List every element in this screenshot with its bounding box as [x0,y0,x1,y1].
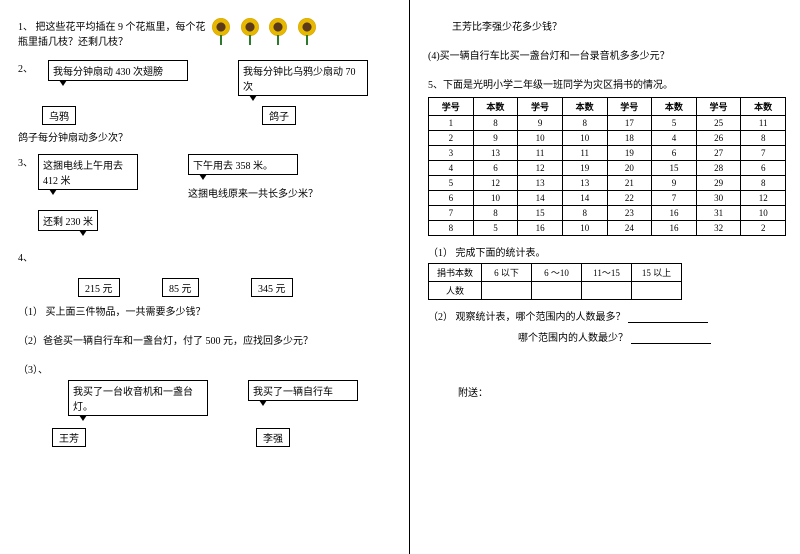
sub2-row-b: 哪个范围内的人数最少？ [518,329,786,344]
q5: 5、下面是光明小学二年级一班同学为灾区捐书的情况。 [428,76,786,91]
data-table: 学号本数学号本数学号本数学号本数 18981752511291010184268… [428,97,786,236]
q3-question: 这捆电线原来一共长多少米？ [188,185,318,200]
table-header: 学号 [696,98,741,116]
table-row: 5121313219298 [429,176,786,191]
flower-icon [265,18,291,44]
liqiang-speech: 我买了一辆自行车 [248,380,358,401]
q4-label: 4、 [18,249,395,264]
table-row: 8516102416322 [429,221,786,236]
table-header: 本数 [473,98,518,116]
flower-icon [208,18,234,44]
q4-sub3: （3）、 [18,361,395,376]
sub2-row-a: （2） 观察统计表，哪个范围内的人数最多？ [428,308,786,323]
q1-text: 1、 把这些花平均插在 9 个花瓶里，每个花瓶里插几枝？还剩几枝？ [18,18,208,48]
blank-line [628,313,708,323]
pigeon-speech: 我每分钟比乌鸦少扇动 70 次 [238,60,368,96]
pigeon-box: 鸽子 [262,106,296,125]
left-column: 1、 把这些花平均插在 9 个花瓶里，每个花瓶里插几枝？还剩几枝？ 2、 我每分… [0,0,410,554]
footer: 附送： [458,384,786,399]
table-row: 3131111196277 [429,146,786,161]
sub2-b: 哪个范围内的人数最少？ [518,333,628,344]
price-3: 345 元 [251,278,293,297]
table-row: 291010184268 [429,131,786,146]
flower-icon [237,18,263,44]
flower-icon [294,18,320,44]
table-row: 7815823163110 [429,206,786,221]
liqiang-box: 李强 [256,428,290,447]
wangfang-speech: 我买了一台收音机和一盏台灯。 [68,380,208,416]
price-2: 85 元 [162,278,199,297]
table-row: 61014142273012 [429,191,786,206]
sub1-label: （1） 完成下面的统计表。 [428,244,786,259]
wangfang-box: 王芳 [52,428,86,447]
afternoon-speech: 下午用去 358 米。 [188,154,298,175]
stats-table: 捐书本数6 以下6 ～1011～1515 以上 人数 [428,263,682,300]
table-header: 本数 [741,98,786,116]
q4: 4、 215 元 85 元 345 元 （1） 买上面三件物品，一共需要多少钱？… [18,249,395,447]
flowers [208,18,320,44]
morning-speech: 这捆电线上午用去 412 米 [38,154,138,190]
table-row: 18981752511 [429,116,786,131]
table-header: 学号 [429,98,474,116]
q4-4: (4)买一辆自行车比买一盏台灯和一台录音机多多少元？ [428,47,786,62]
q2-label: 2、 [18,60,38,75]
q4-sub2: （2）爸爸买一辆自行车和一盏台灯，付了 500 元，应找回多少元？ [18,332,395,347]
q-top: 王芳比李强少花多少钱？ [452,18,786,33]
blank-line [631,334,711,344]
crow-box: 乌鸦 [42,106,76,125]
q1: 1、 把这些花平均插在 9 个花瓶里，每个花瓶里插几枝？还剩几枝？ [18,18,395,48]
q4-sub1: （1） 买上面三件物品，一共需要多少钱？ [18,303,395,318]
q3: 3、 这捆电线上午用去 412 米 下午用去 358 米。 这捆电线原来一共长多… [18,154,395,231]
table-header: 学号 [607,98,652,116]
sub2-a: （2） 观察统计表，哪个范围内的人数最多？ [428,312,626,323]
q3-label: 3、 [18,154,38,169]
remain-speech: 还剩 230 米 [38,210,98,231]
right-column: 王芳比李强少花多少钱？ (4)买一辆自行车比买一盏台灯和一台录音机多多少元？ 5… [410,0,800,554]
table-row: 4612192015286 [429,161,786,176]
q2: 2、 我每分钟扇动 430 次翅膀 我每分钟比乌鸦少扇动 70 次 乌鸦 鸽子 … [18,60,395,144]
table-header: 本数 [652,98,697,116]
q2-question: 鸽子每分钟扇动多少次？ [18,129,395,144]
table-header: 学号 [518,98,563,116]
table-header: 本数 [562,98,607,116]
price-1: 215 元 [78,278,120,297]
crow-speech: 我每分钟扇动 430 次翅膀 [48,60,188,81]
